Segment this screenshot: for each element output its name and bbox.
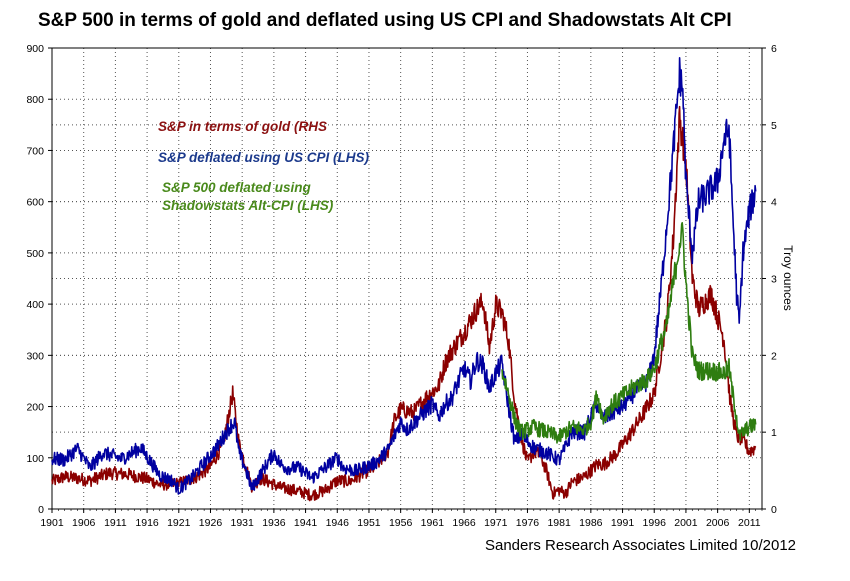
x-tick-label: 1991 (611, 517, 635, 529)
left-tick-label: 0 (38, 504, 44, 516)
x-tick-label: 1901 (40, 517, 64, 529)
right-tick-label: 0 (771, 504, 777, 516)
x-axis-ticks: 1901 1906 1911 1916 1921 1926 1931 1936 1941 1946… (40, 509, 763, 529)
left-tick-label: 800 (26, 94, 44, 106)
right-tick-label: 5 (771, 120, 777, 132)
annotation-gold: S&P in terms of gold (RHS (158, 119, 327, 134)
annotation-shadowstats-1: S&P 500 deflated using (162, 180, 312, 195)
right-tick-label: 6 (771, 43, 777, 55)
x-tick-label: 1966 (452, 517, 476, 529)
x-tick-label: 1911 (104, 517, 127, 529)
left-tick-label: 300 (26, 350, 44, 362)
series-line-1 (51, 57, 757, 495)
right-axis-label: Troy ounces (781, 245, 795, 311)
left-axis-ticks: 0 100 200 300 400 500 600 700 800 900 (26, 43, 52, 516)
left-tick-label: 200 (26, 402, 44, 414)
left-tick-label: 700 (26, 145, 44, 157)
x-tick-label: 1951 (357, 517, 381, 529)
left-tick-label: 400 (26, 299, 44, 311)
x-tick-label: 1976 (516, 517, 540, 529)
x-tick-label: 1931 (230, 517, 254, 529)
annotation-shadowstats-2: Shadowstats Alt-CPI (LHS) (162, 198, 334, 213)
plot-frame (51, 47, 763, 510)
x-tick-label: 2006 (706, 517, 730, 529)
x-tick-label: 1971 (484, 517, 508, 529)
grid-lines (52, 48, 762, 509)
x-tick-label: 1941 (294, 517, 318, 529)
left-tick-label: 500 (26, 248, 44, 260)
right-axis-ticks: 0 1 2 3 4 5 6 (762, 43, 777, 516)
x-tick-label: 2011 (738, 517, 761, 529)
right-tick-label: 1 (771, 427, 777, 439)
x-tick-label: 1921 (167, 517, 191, 529)
x-tick-label: 1996 (643, 517, 667, 529)
credit-line: Sanders Research Associates Limited 10/2… (484, 537, 796, 554)
series-line-0 (51, 105, 757, 502)
x-tick-label: 1906 (72, 517, 96, 529)
x-tick-label: 1916 (135, 517, 159, 529)
series-layer (51, 57, 757, 502)
right-tick-label: 4 (771, 197, 777, 209)
x-tick-label: 1956 (389, 517, 413, 529)
x-tick-label: 1936 (262, 517, 286, 529)
right-tick-label: 2 (771, 350, 777, 362)
left-tick-label: 100 (26, 453, 44, 465)
chart-title: S&P 500 in terms of gold and deflated us… (38, 10, 732, 31)
x-tick-label: 1961 (421, 517, 445, 529)
series-line-2 (501, 222, 757, 444)
annotation-cpi: S&P deflated using US CPI (LHS) (158, 150, 370, 165)
x-tick-label: 1946 (326, 517, 350, 529)
x-tick-label: 2001 (674, 517, 698, 529)
x-tick-label: 1926 (199, 517, 223, 529)
left-tick-label: 900 (26, 43, 44, 55)
x-tick-label: 1981 (547, 517, 571, 529)
annotations: S&P in terms of gold (RHS S&P deflated u… (158, 119, 370, 213)
left-tick-label: 600 (26, 197, 44, 209)
x-tick-label: 1986 (579, 517, 603, 529)
right-tick-label: 3 (771, 274, 777, 286)
